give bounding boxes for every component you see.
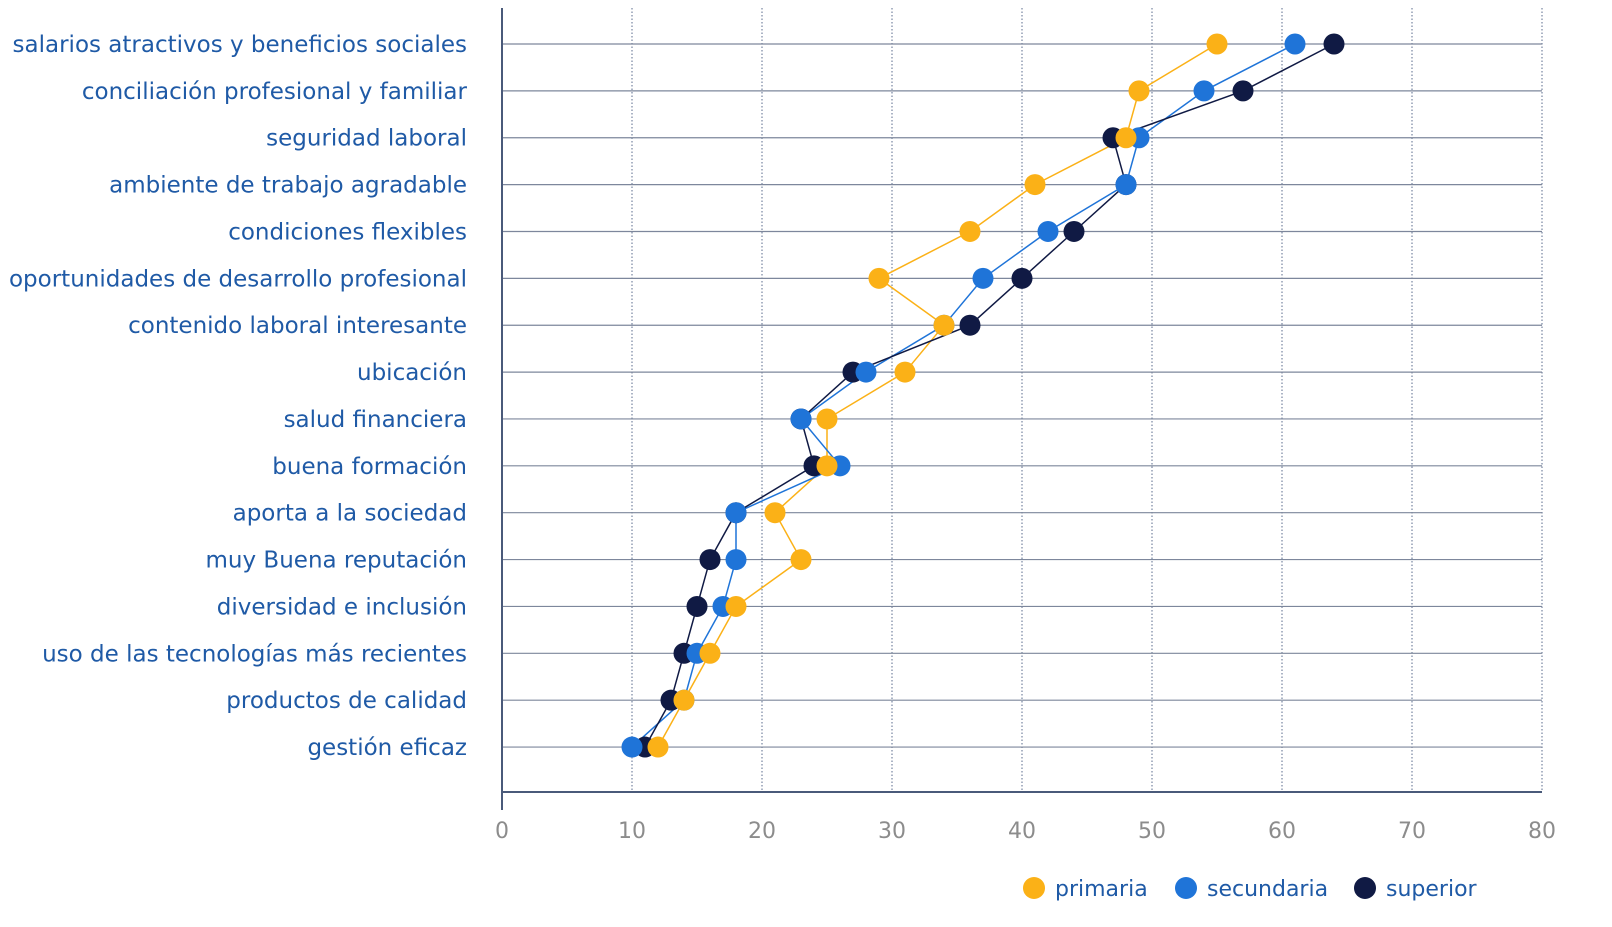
data-point-primaria bbox=[894, 361, 916, 383]
series-line-superior bbox=[644, 43, 1335, 748]
x-tick-label: 20 bbox=[748, 819, 776, 844]
legend-marker-primaria bbox=[1023, 877, 1045, 899]
category-label: diversidad e inclusión bbox=[217, 594, 467, 620]
data-point-primaria bbox=[933, 314, 955, 336]
category-label: aporta a la sociedad bbox=[233, 501, 467, 527]
category-label: ambiente de trabajo agradable bbox=[109, 173, 467, 199]
data-point-primaria bbox=[764, 502, 786, 524]
data-point-secundaria bbox=[725, 502, 747, 524]
data-point-secundaria bbox=[1037, 220, 1059, 242]
x-tick-labels: 0 10 20 30 40 50 60 70 80 bbox=[495, 819, 1556, 844]
legend-label-secundaria: secundaria bbox=[1207, 877, 1328, 902]
category-label: salud financiera bbox=[284, 407, 467, 433]
x-tick-label: 50 bbox=[1138, 819, 1166, 844]
category-label: muy Buena reputación bbox=[206, 548, 467, 574]
series-line-secundaria bbox=[631, 43, 1296, 748]
x-tick-label: 80 bbox=[1528, 819, 1556, 844]
data-point-primaria bbox=[1024, 174, 1046, 196]
data-point-primaria bbox=[647, 736, 669, 758]
category-label: seguridad laboral bbox=[266, 126, 467, 152]
x-tick-label: 0 bbox=[495, 819, 509, 844]
data-point-secundaria bbox=[790, 408, 812, 430]
data-point-primaria bbox=[1115, 127, 1137, 149]
category-label: condiciones flexibles bbox=[228, 219, 467, 245]
data-point-secundaria bbox=[621, 736, 643, 758]
data-point-primaria bbox=[1206, 33, 1228, 55]
category-label: ubicación bbox=[357, 360, 467, 386]
legend-marker-secundaria bbox=[1175, 877, 1197, 899]
category-label: uso de las tecnologías más recientes bbox=[42, 641, 467, 667]
data-point-secundaria bbox=[1284, 33, 1306, 55]
data-point-superior bbox=[1232, 80, 1254, 102]
data-point-secundaria bbox=[972, 267, 994, 289]
data-point-secundaria bbox=[1115, 174, 1137, 196]
x-tick-label: 30 bbox=[878, 819, 906, 844]
category-label: gestión eficaz bbox=[307, 735, 467, 761]
x-tick-label: 40 bbox=[1008, 819, 1036, 844]
data-point-secundaria bbox=[855, 361, 877, 383]
legend: primaria secundaria superior bbox=[1023, 877, 1478, 902]
x-tick-label: 60 bbox=[1268, 819, 1296, 844]
category-label: salarios atractivos y beneficios sociale… bbox=[13, 32, 467, 58]
category-label: productos de calidad bbox=[226, 688, 467, 714]
data-point-primaria bbox=[790, 549, 812, 571]
series-lines bbox=[631, 43, 1335, 748]
series-line-primaria bbox=[657, 43, 1218, 748]
data-point-superior bbox=[959, 314, 981, 336]
legend-label-superior: superior bbox=[1386, 877, 1478, 902]
axes bbox=[501, 8, 1542, 810]
data-point-primaria bbox=[699, 642, 721, 664]
data-point-primaria bbox=[959, 220, 981, 242]
data-point-superior bbox=[1063, 220, 1085, 242]
data-point-primaria bbox=[816, 408, 838, 430]
x-tick-label: 10 bbox=[618, 819, 646, 844]
data-point-superior bbox=[1323, 33, 1345, 55]
category-label: conciliación profesional y familiar bbox=[82, 79, 468, 105]
data-point-secundaria bbox=[725, 549, 747, 571]
category-label: buena formación bbox=[272, 454, 467, 480]
series-points bbox=[621, 33, 1345, 758]
data-point-superior bbox=[699, 549, 721, 571]
data-point-superior bbox=[686, 595, 708, 617]
data-point-primaria bbox=[816, 455, 838, 477]
x-tick-label: 70 bbox=[1398, 819, 1426, 844]
data-point-primaria bbox=[673, 689, 695, 711]
data-point-primaria bbox=[1128, 80, 1150, 102]
category-label: oportunidades de desarrollo profesional bbox=[9, 266, 467, 292]
category-labels: salarios atractivos y beneficios sociale… bbox=[9, 32, 468, 761]
data-point-primaria bbox=[725, 595, 747, 617]
data-point-superior bbox=[1011, 267, 1033, 289]
category-label: contenido laboral interesante bbox=[128, 313, 467, 339]
horizontal-gridlines bbox=[502, 43, 1542, 748]
legend-marker-superior bbox=[1354, 877, 1376, 899]
data-point-secundaria bbox=[1193, 80, 1215, 102]
legend-label-primaria: primaria bbox=[1055, 877, 1148, 902]
vertical-gridlines bbox=[631, 8, 1543, 792]
data-point-primaria bbox=[868, 267, 890, 289]
